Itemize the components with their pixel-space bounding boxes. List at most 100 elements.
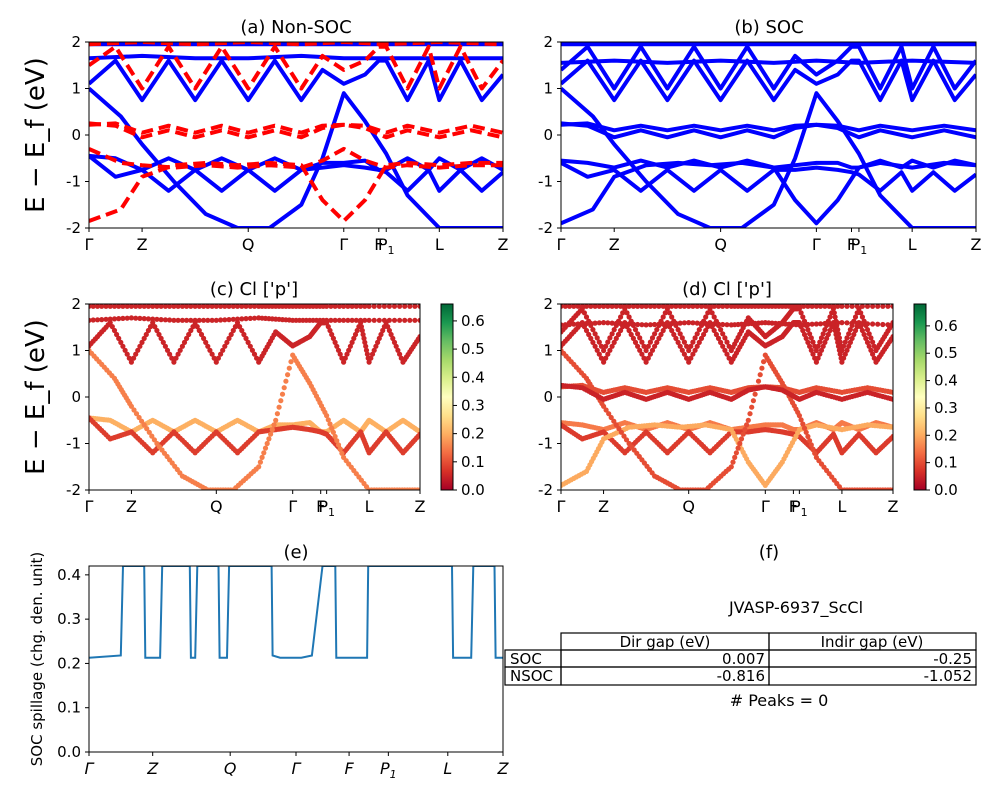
band-point xyxy=(196,317,202,323)
band-point xyxy=(162,343,168,349)
band-point xyxy=(744,422,750,428)
band-point xyxy=(649,335,656,341)
band-point xyxy=(362,317,368,323)
band-point xyxy=(590,339,596,345)
band-point xyxy=(273,417,279,423)
x-tick-label: Γ xyxy=(85,235,94,254)
band-point xyxy=(596,320,602,326)
colorbar-tick-label: 0.5 xyxy=(461,340,485,358)
band-point xyxy=(179,343,185,349)
band-point xyxy=(417,304,420,309)
band-point xyxy=(624,310,630,316)
band-point xyxy=(237,324,243,330)
band-point xyxy=(841,343,847,349)
y-tick-label: -1 xyxy=(66,435,81,453)
band-point xyxy=(337,446,343,452)
y-tick-label: 0.4 xyxy=(57,566,81,584)
band-point xyxy=(621,433,627,439)
band-point xyxy=(666,310,673,316)
band-point xyxy=(810,446,816,452)
band-point xyxy=(724,351,730,357)
band-point xyxy=(158,304,164,309)
band-point xyxy=(353,317,359,323)
band-point xyxy=(692,335,698,341)
band-point xyxy=(673,304,679,309)
band-point xyxy=(603,343,609,349)
band-point xyxy=(351,335,357,341)
band-point xyxy=(407,304,413,309)
band-point xyxy=(796,413,803,419)
band-point xyxy=(639,304,645,309)
colorbar-tick-label: 0.1 xyxy=(934,454,958,472)
band-point xyxy=(154,304,160,309)
band-point xyxy=(686,359,692,365)
band-point xyxy=(228,331,234,338)
panel-d-title: (d) Cl ['p'] xyxy=(682,279,772,300)
band-point xyxy=(890,389,893,395)
band-point xyxy=(186,331,192,338)
x-tick-label: Γ xyxy=(339,235,348,254)
band-point xyxy=(111,327,118,334)
band-point xyxy=(831,310,837,316)
band-point xyxy=(805,327,811,333)
colorbar-tick-label: 0.2 xyxy=(934,426,958,444)
band-point xyxy=(128,403,134,409)
band-point xyxy=(169,355,175,361)
band-point xyxy=(718,339,724,345)
band-point xyxy=(349,339,355,345)
band-point xyxy=(864,339,871,345)
band-point xyxy=(173,355,179,361)
band-point xyxy=(639,339,645,345)
band-point xyxy=(579,321,585,327)
band-point xyxy=(334,343,340,349)
band-point xyxy=(226,335,232,341)
band-point xyxy=(598,355,605,361)
band-point xyxy=(849,320,855,326)
band-point xyxy=(677,331,683,337)
band-point xyxy=(562,322,568,328)
band-point xyxy=(402,317,408,323)
band-point xyxy=(358,317,364,323)
colorbar-tick-label: 0.5 xyxy=(934,344,958,362)
band-point xyxy=(711,321,717,327)
band-point xyxy=(575,304,581,309)
band-point xyxy=(137,315,143,321)
band-point xyxy=(805,339,811,345)
band-point xyxy=(203,339,209,345)
band-point xyxy=(137,343,143,349)
band-point xyxy=(151,437,157,443)
colorbar-tick-label: 0.2 xyxy=(461,425,485,443)
x-tick-label: L xyxy=(908,235,917,254)
band-point xyxy=(698,320,705,326)
band-point xyxy=(805,304,811,309)
band-point xyxy=(890,304,893,309)
band-point xyxy=(128,359,134,365)
band-point xyxy=(332,433,338,440)
band-point xyxy=(803,429,809,435)
band-point xyxy=(844,347,850,353)
colorbar xyxy=(913,303,927,491)
band-point xyxy=(800,421,806,427)
colorbar-tick-label: 0.3 xyxy=(934,399,958,417)
band-point xyxy=(598,343,605,349)
band-point xyxy=(144,426,150,432)
y-tick-label: -2 xyxy=(66,481,81,499)
x-tick-label: Γ xyxy=(85,497,94,516)
band-point xyxy=(609,343,615,349)
band-point xyxy=(890,487,893,490)
band-point xyxy=(230,327,236,334)
band-point xyxy=(846,343,852,349)
band-point xyxy=(606,411,612,417)
band-point xyxy=(885,322,891,328)
band-point xyxy=(152,324,158,330)
band-point xyxy=(761,359,767,365)
band-point xyxy=(341,317,347,323)
band-point xyxy=(690,304,696,309)
band-point xyxy=(658,331,664,338)
colorbar-tick-label: 0.0 xyxy=(461,481,485,499)
band-point xyxy=(826,320,832,326)
band-point xyxy=(641,355,647,361)
band-point xyxy=(133,315,139,321)
band-point xyxy=(213,359,219,365)
band-point xyxy=(720,343,726,349)
